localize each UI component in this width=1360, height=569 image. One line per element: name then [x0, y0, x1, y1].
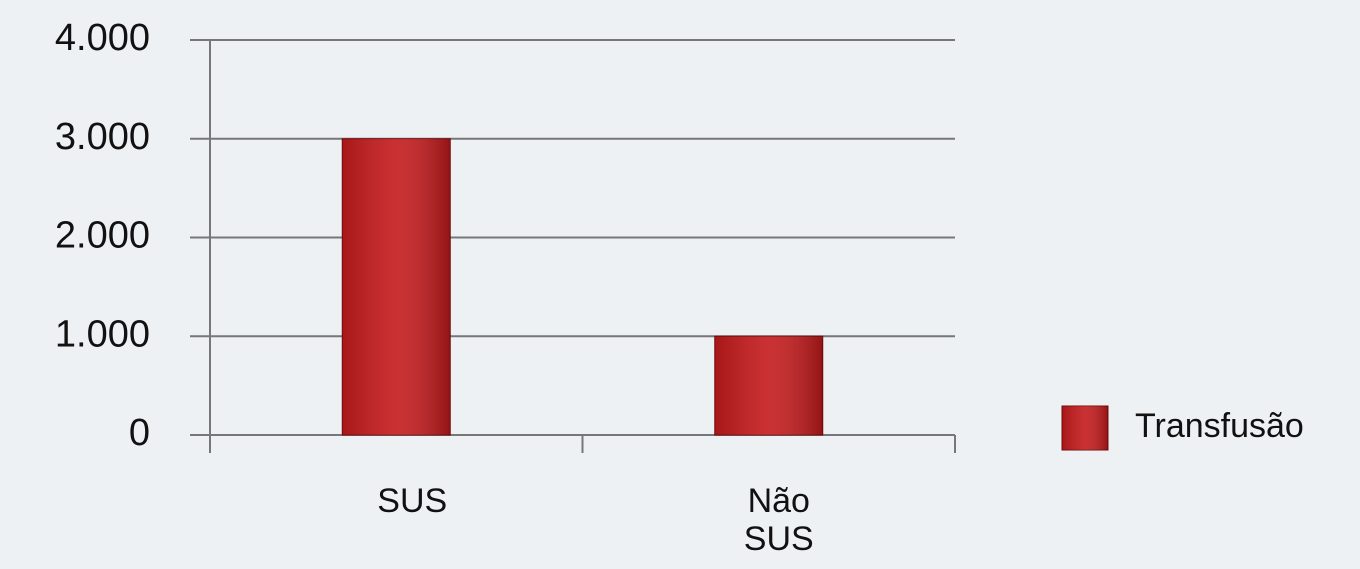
bar [341, 138, 451, 436]
x-tick-label: Não SUS [743, 482, 814, 558]
y-tick-label: 4.000 [55, 17, 150, 59]
y-tick-label: 0 [129, 412, 150, 454]
legend-label: Transfusão [1135, 407, 1304, 445]
y-tick-label: 3.000 [55, 116, 150, 158]
bar [714, 335, 824, 436]
y-tick-label: 1.000 [55, 313, 150, 355]
legend-swatch-shade [1062, 406, 1108, 450]
x-tick-label: SUS [377, 482, 448, 520]
y-tick-label: 2.000 [55, 215, 150, 257]
